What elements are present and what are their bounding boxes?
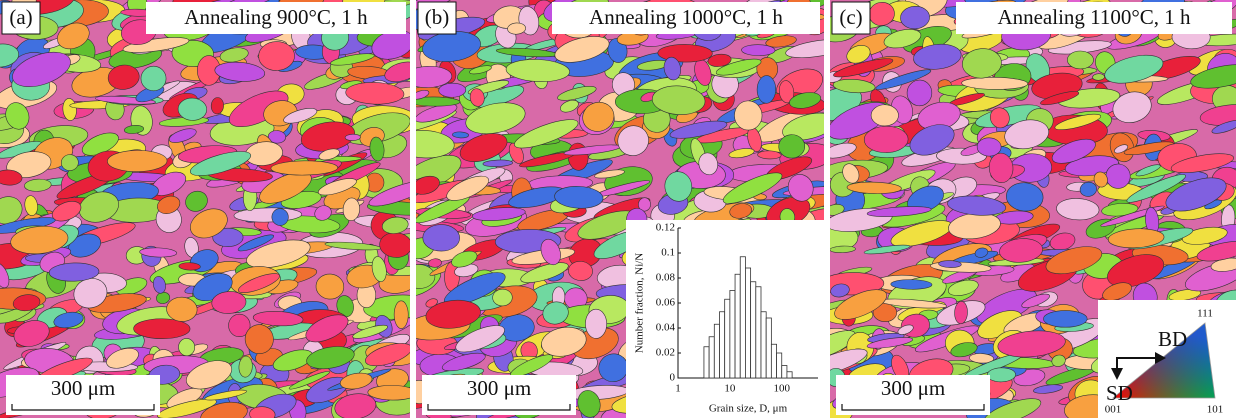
bar xyxy=(714,324,719,378)
y-tick-label: 0.04 xyxy=(656,322,676,334)
grain xyxy=(423,224,460,251)
y-tick-label: 0.06 xyxy=(656,297,676,309)
scale-label: 300 μm xyxy=(467,376,531,400)
bar xyxy=(740,257,745,378)
panel-label: (b) xyxy=(425,5,450,29)
y-tick-label: 0.08 xyxy=(656,272,676,284)
scale-label: 300 μm xyxy=(881,376,945,400)
grain xyxy=(658,44,713,62)
panel-label: (a) xyxy=(9,5,32,29)
bar xyxy=(751,282,756,378)
grain xyxy=(987,368,1016,383)
grain xyxy=(871,105,899,127)
bar xyxy=(777,353,782,378)
bd-label: BD xyxy=(1158,327,1187,351)
bar xyxy=(709,337,714,378)
y-axis-label: Number fraction, Ni/N xyxy=(634,253,646,354)
sd-label: SD xyxy=(1106,381,1133,405)
grain xyxy=(394,301,408,329)
bar xyxy=(735,274,740,378)
panel-title: Annealing 900°C, 1 h xyxy=(184,5,368,29)
grain xyxy=(1043,311,1087,328)
bar xyxy=(761,312,766,378)
corner-label: 001 xyxy=(1105,404,1122,416)
bar xyxy=(704,347,709,378)
x-axis-label: Grain size, D, μm xyxy=(709,403,788,415)
panel-title: Annealing 1000°C, 1 h xyxy=(589,5,783,29)
y-tick-label: 0.1 xyxy=(661,247,675,259)
x-tick-label: 10 xyxy=(724,383,736,395)
grain xyxy=(107,150,167,172)
bar xyxy=(725,299,730,378)
figure: (a) Annealing 900°C, 1 h 300 μm (b) Annealin… xyxy=(0,0,1236,418)
scale-label: 300 μm xyxy=(51,376,115,400)
grain xyxy=(141,66,166,91)
ebsd-map xyxy=(0,0,438,418)
x-tick-label: 100 xyxy=(773,383,790,395)
bar xyxy=(766,318,771,378)
y-tick-label: 0.12 xyxy=(656,222,675,234)
panel-title: Annealing 1100°C, 1 h xyxy=(997,5,1191,29)
grain xyxy=(741,44,775,55)
corner-label: 111 xyxy=(1197,308,1213,320)
panel-label: (c) xyxy=(839,5,862,29)
y-tick-label: 0.02 xyxy=(656,347,675,359)
bar xyxy=(745,268,750,378)
bar xyxy=(730,291,735,379)
grain xyxy=(977,138,1001,157)
bar xyxy=(782,366,787,379)
grain xyxy=(345,134,361,141)
grain xyxy=(1067,51,1093,69)
grain xyxy=(452,131,469,138)
x-tick-label: 1 xyxy=(675,383,681,395)
bar xyxy=(771,344,776,378)
bar xyxy=(719,312,724,378)
bar xyxy=(787,372,792,378)
grain xyxy=(585,309,607,338)
grain xyxy=(757,75,776,103)
corner-label: 101 xyxy=(1207,404,1224,416)
bar xyxy=(756,287,761,378)
